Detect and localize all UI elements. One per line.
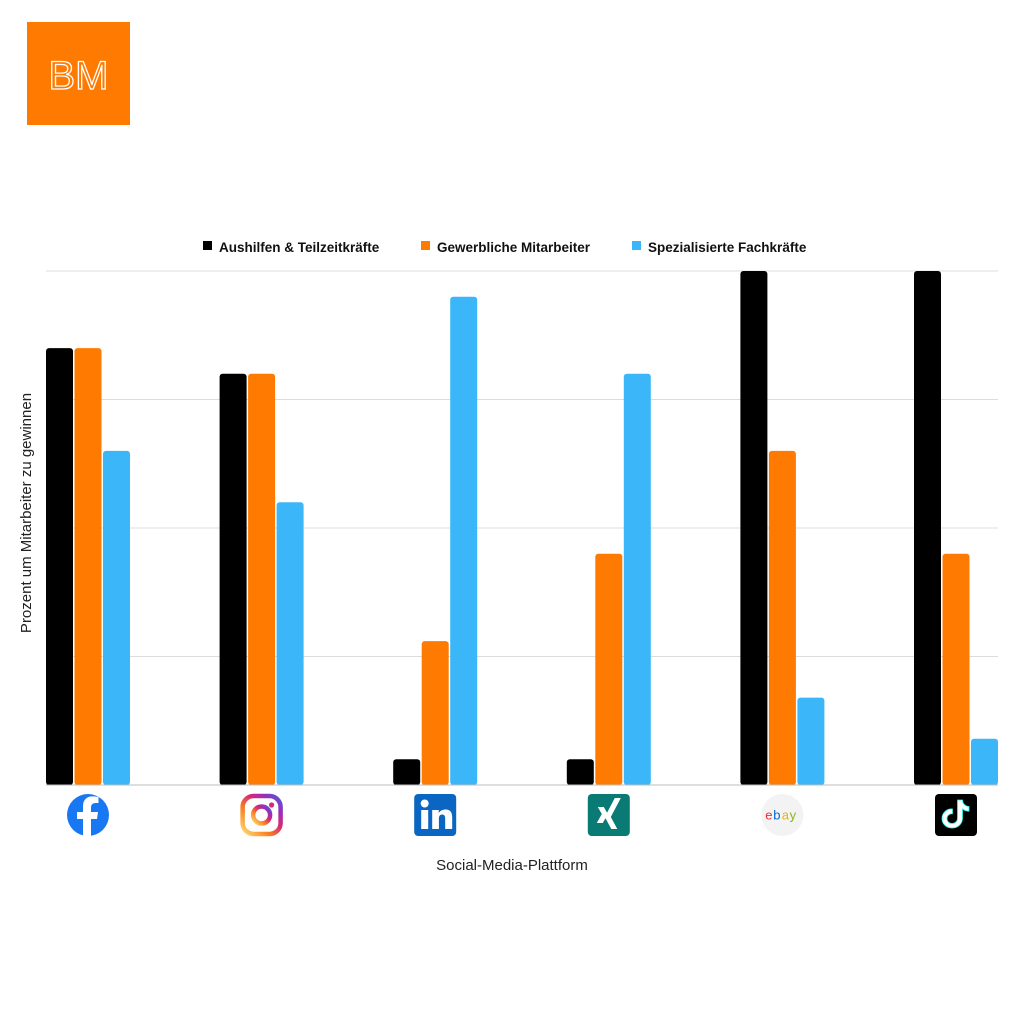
bar-tiktok-series-3 <box>971 738 998 785</box>
bar-ebay-series-2 <box>768 450 796 785</box>
x-axis-label: Social-Media-Plattform <box>436 857 588 874</box>
legend-label: Gewerbliche Mitarbeiter <box>437 240 591 255</box>
gridlines <box>46 270 998 657</box>
linkedin-icon <box>414 794 457 836</box>
legend-swatch <box>632 241 641 250</box>
svg-text:y: y <box>790 808 797 823</box>
legend-label: Spezialisierte Fachkräfte <box>648 240 807 255</box>
bar-ebay-series-3 <box>797 697 825 785</box>
svg-text:e: e <box>765 808 772 823</box>
legend: Aushilfen & Teilzeitkräfte Gewerbliche Mi… <box>203 240 807 255</box>
legend-swatch <box>203 241 212 250</box>
bar-instagram-series-1 <box>219 373 247 785</box>
legend-swatch <box>421 241 430 250</box>
bar-instagram-series-3 <box>276 502 304 785</box>
bar-linkedin-series-1 <box>393 759 421 785</box>
bar-facebook-series-3 <box>103 450 130 785</box>
legend-label: Aushilfen & Teilzeitkräfte <box>219 240 380 255</box>
bar-xing-series-3 <box>623 373 651 785</box>
bar-ebay-series-1 <box>740 271 768 785</box>
bar-xing-series-1 <box>566 759 594 785</box>
bar-xing-series-2 <box>595 553 623 785</box>
bar-tiktok-series-1 <box>914 271 941 785</box>
bars <box>46 271 998 785</box>
xing-icon <box>587 794 630 836</box>
svg-text:a: a <box>782 808 790 823</box>
svg-text:b: b <box>773 808 780 823</box>
bar-linkedin-series-3 <box>450 296 478 785</box>
brand-logo-text: BM <box>49 54 109 98</box>
y-axis-label: Prozent um Mitarbeiter zu gewinnen <box>18 393 35 633</box>
instagram-icon <box>240 793 283 837</box>
bar-tiktok-series-2 <box>942 553 970 785</box>
bar-linkedin-series-2 <box>421 641 449 785</box>
tiktok-icon <box>935 794 977 836</box>
bar-facebook-series-1 <box>46 348 73 785</box>
bar-instagram-series-2 <box>248 373 276 785</box>
brand-logo: BM <box>27 22 130 125</box>
bar-facebook-series-2 <box>74 348 102 785</box>
facebook-icon <box>67 794 109 836</box>
